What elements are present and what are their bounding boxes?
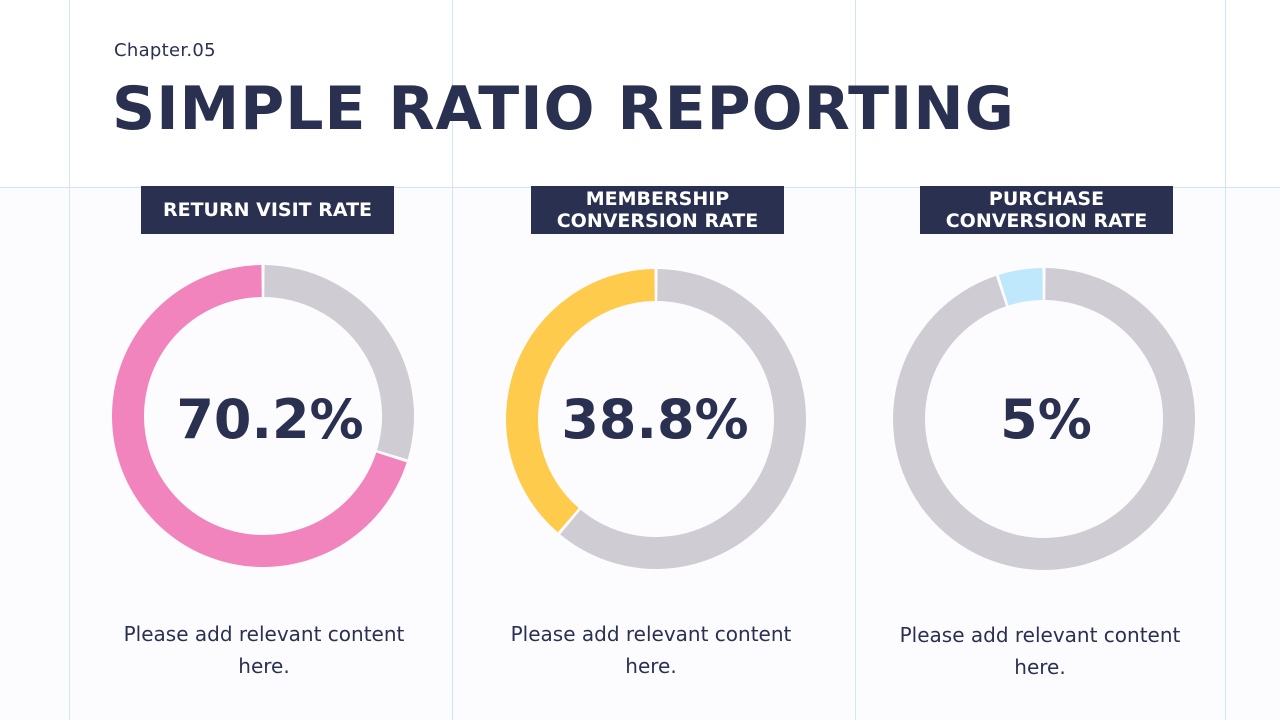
panel-caption: Please add relevant content here. [510, 622, 792, 678]
page-title: SIMPLE RATIO REPORTING [112, 74, 1015, 144]
donut-value-label: 5% [1000, 388, 1092, 451]
panel-label: RETURN VISIT RATE [141, 186, 394, 234]
panel-label: PURCHASE CONVERSION RATE [920, 186, 1173, 234]
ratio-panel-purchase-conversion: PURCHASE CONVERSION RATE 5% Please add r… [856, 186, 1242, 720]
donut-value-segment [505, 269, 655, 533]
header-area [0, 0, 1280, 188]
panel-caption: Please add relevant content here. [899, 623, 1181, 679]
chapter-label: Chapter.05 [114, 40, 216, 61]
guide-line-vertical [452, 0, 453, 720]
donut-remaining-segment [560, 269, 806, 569]
donut-chart [112, 265, 415, 567]
guide-line-vertical [855, 0, 856, 720]
ratio-panel-return-visit: RETURN VISIT RATE 70.2% Please add relev… [68, 186, 454, 720]
panel-label: MEMBERSHIP CONVERSION RATE [531, 186, 784, 234]
guide-line-vertical [69, 0, 70, 720]
ratio-panel-membership-conversion: MEMBERSHIP CONVERSION RATE 38.8% Please … [453, 186, 839, 720]
guide-line-vertical [1225, 0, 1226, 720]
donut-value-label: 70.2% [176, 388, 364, 451]
donut-chart [893, 268, 1195, 570]
panel-caption: Please add relevant content here. [123, 622, 405, 678]
donut-remaining-segment [264, 265, 415, 460]
donut-value-label: 38.8% [561, 388, 749, 451]
donut-value-segment [998, 268, 1043, 306]
donut-chart [505, 269, 806, 569]
